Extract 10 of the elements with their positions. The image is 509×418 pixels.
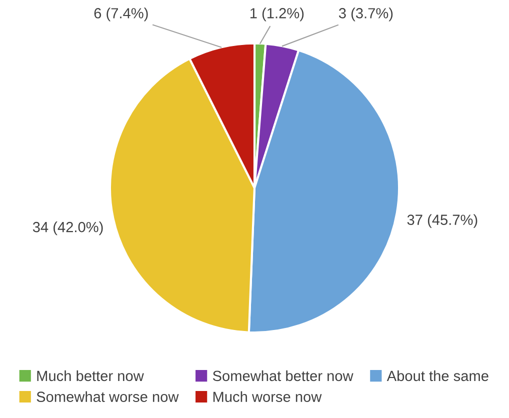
legend-label: Somewhat better now bbox=[212, 370, 354, 382]
data-label: 37 (45.7%) bbox=[407, 214, 478, 228]
legend-label: About the same bbox=[386, 370, 488, 382]
legend-label: Somewhat worse now bbox=[36, 391, 179, 402]
legend-label: Much better now bbox=[37, 370, 144, 382]
data-label: 34 (42.0%) bbox=[32, 222, 103, 236]
data-label: 3 (3.7%) bbox=[338, 8, 393, 22]
data-label: 1 (1.2%) bbox=[250, 8, 304, 22]
legend-label: Much worse now bbox=[213, 391, 322, 402]
data-label: 6 (7.4%) bbox=[94, 8, 148, 22]
